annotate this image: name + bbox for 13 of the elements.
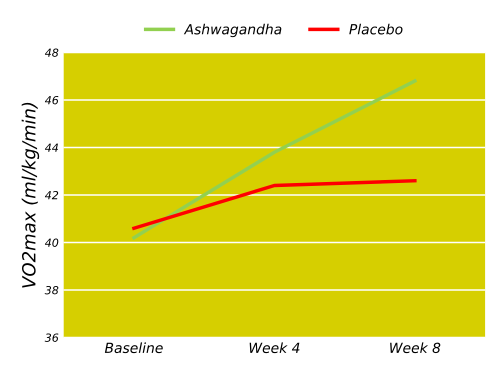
y-tick-label: 36 (44, 333, 58, 342)
legend-label: Ashwagandha (184, 24, 282, 38)
y-tick-label: 42 (44, 190, 58, 200)
y-axis-title: VO2max (ml/kg/min) (22, 102, 40, 288)
y-tick-label: 46 (44, 96, 58, 104)
y-tick-label: 44 (44, 144, 58, 152)
y-tick-label: 38 (44, 286, 58, 294)
y-tick-label: 40 (44, 238, 58, 247)
y-tick-label: 48 (44, 48, 58, 57)
legend-label: Placebo (349, 24, 402, 34)
x-tick-label: Week 4 (250, 342, 300, 354)
x-tick-label: Baseline (104, 342, 163, 354)
x-tick-label: Week 8 (390, 342, 440, 354)
